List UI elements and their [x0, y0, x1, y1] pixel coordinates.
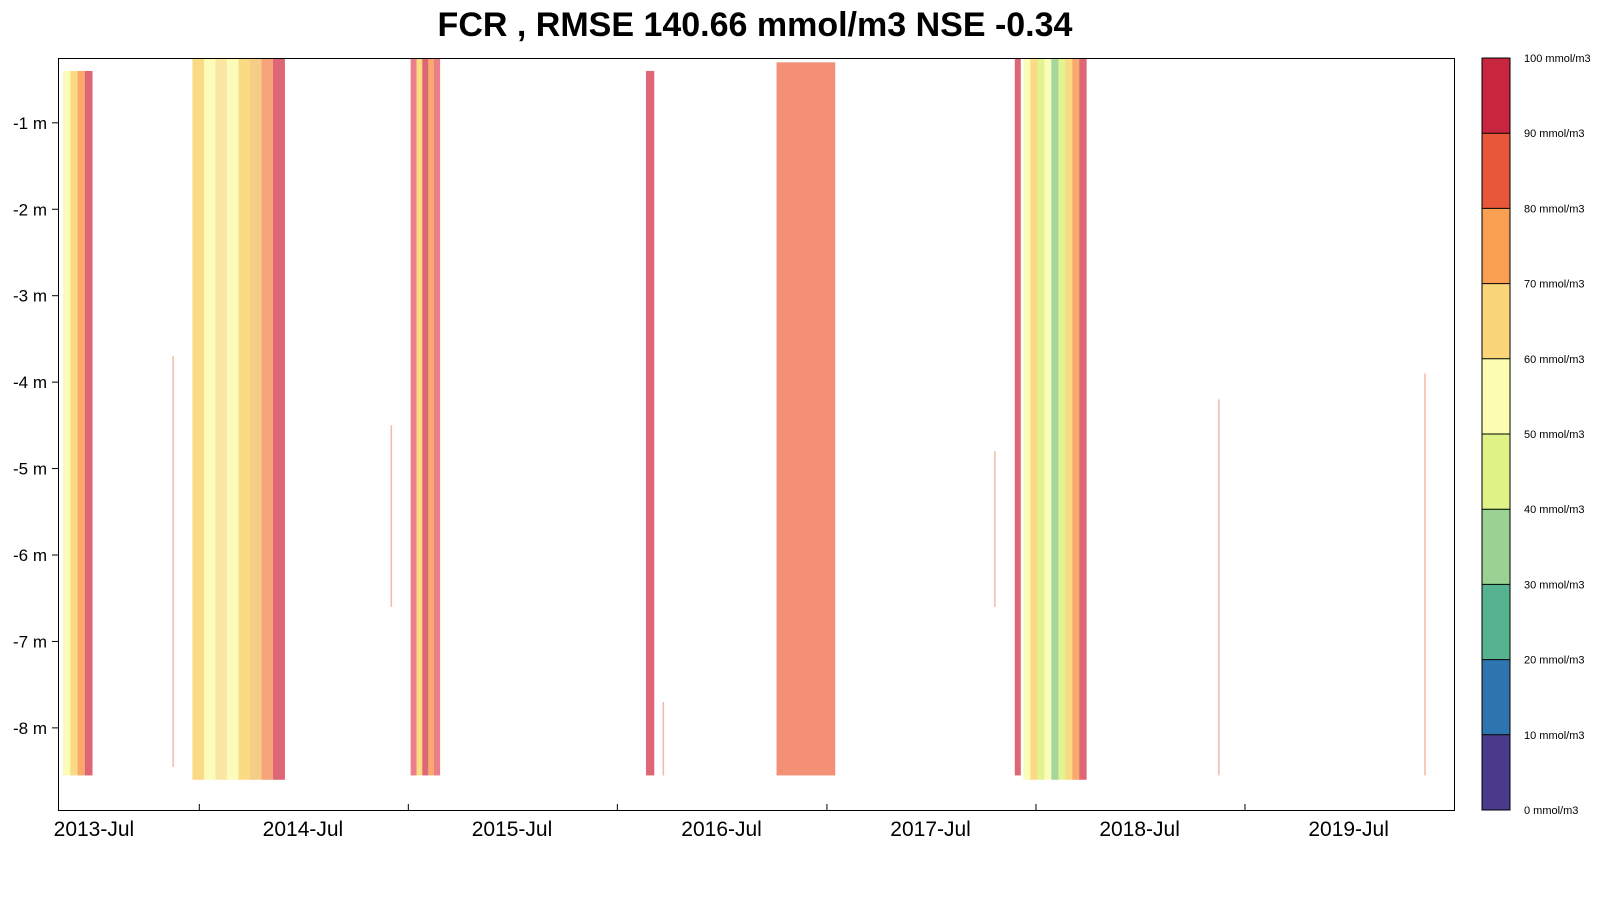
colorbar-tick-label: 100 mmol/m3: [1524, 53, 1591, 65]
y-tick-label: -7 m: [13, 632, 47, 651]
observation-band-4-strip-0: [410, 58, 417, 776]
observation-band-4-strip-2: [422, 58, 429, 776]
colorbar-swatch-1: [1482, 659, 1510, 735]
observation-band-0-strip-2: [77, 70, 86, 776]
observation-band-8-strip-0: [994, 451, 996, 607]
colorbar-swatch-2: [1482, 584, 1510, 660]
y-tick-label: -5 m: [13, 460, 47, 479]
observation-band-2-strip-3: [227, 58, 239, 780]
observation-band-0-strip-3: [84, 70, 93, 776]
observation-band-2-strip-2: [215, 58, 228, 780]
observation-band-12-strip-0: [1424, 373, 1426, 776]
observation-band-11-strip-0: [1218, 399, 1220, 776]
observation-band-2-strip-6: [261, 58, 274, 780]
colorbar-swatch-5: [1482, 358, 1510, 434]
observation-band-2-strip-7: [273, 58, 285, 780]
observation-band-5-strip-0: [645, 70, 655, 776]
colorbar-tick-label: 80 mmol/m3: [1524, 203, 1585, 215]
observation-band-10-strip-0: [1023, 58, 1031, 780]
colorbar-tick-label: 90 mmol/m3: [1524, 128, 1585, 140]
y-tick-label: -1 m: [13, 114, 47, 133]
y-tick-label: -4 m: [13, 373, 47, 392]
observation-band-7-strip-0: [776, 62, 836, 776]
y-tick-label: -8 m: [13, 719, 47, 738]
y-tick-label: -2 m: [13, 200, 47, 219]
y-axis: -1 m -2 m -3 m -4 m -5 m -6 m -7 m -8 m: [13, 114, 59, 738]
colorbar-swatch-4: [1482, 434, 1510, 510]
observation-band-10-strip-4: [1051, 58, 1059, 780]
observation-band-2-strip-0: [192, 58, 205, 780]
colorbar-tick-label: 70 mmol/m3: [1524, 279, 1585, 291]
chart-title: FCR , RMSE 140.66 mmol/m3 NSE -0.34: [437, 6, 1073, 44]
observation-band-10-strip-2: [1037, 58, 1045, 780]
y-tick-label: -3 m: [13, 287, 47, 306]
observation-band-10-strip-6: [1065, 58, 1073, 780]
observation-band-2-strip-5: [250, 58, 262, 780]
x-tick-label: 2019-Jul: [1308, 818, 1389, 841]
colorbar-legend: 0 mmol/m3 10 mmol/m3 20 mmol/m3 30 mmol/m3 4…: [1481, 53, 1591, 817]
y-tick-label: -6 m: [13, 546, 47, 565]
observation-band-10-strip-8: [1079, 58, 1087, 780]
colorbar-swatch-7: [1482, 208, 1510, 284]
observation-band-2-strip-4: [238, 58, 251, 780]
colorbar-swatch-9: [1482, 58, 1510, 134]
colorbar-tick-label: 50 mmol/m3: [1524, 429, 1585, 441]
colorbar-tick-label: 60 mmol/m3: [1524, 354, 1585, 366]
observation-band-3-strip-0: [390, 425, 393, 607]
colorbar-tick-label: 10 mmol/m3: [1524, 730, 1585, 742]
x-tick-label: 2015-Jul: [472, 818, 553, 841]
colorbar-swatch-3: [1482, 509, 1510, 585]
observation-band-4-strip-4: [433, 58, 441, 776]
colorbar-tick-label: 20 mmol/m3: [1524, 655, 1585, 667]
colorbar-tick-label: 0 mmol/m3: [1524, 805, 1578, 817]
observation-band-2-strip-1: [203, 58, 216, 780]
colorbar-swatch-0: [1482, 734, 1510, 810]
observation-band-4-strip-1: [416, 58, 423, 776]
colorbar-tick-label: 30 mmol/m3: [1524, 579, 1585, 591]
observation-band-0-strip-0: [63, 70, 71, 776]
observation-band-1-strip-0: [172, 356, 174, 767]
plot-frame: [58, 58, 1455, 811]
observation-band-4-strip-3: [428, 58, 435, 776]
colorbar-tick-label: 40 mmol/m3: [1524, 504, 1585, 516]
colorbar-swatch-8: [1482, 133, 1510, 209]
observation-band-9-strip-0: [1014, 58, 1021, 776]
observation-band-10-strip-5: [1058, 58, 1066, 780]
x-tick-label: 2013-Jul: [54, 818, 135, 841]
observation-bands: [63, 58, 1426, 780]
x-tick-label: 2016-Jul: [681, 818, 762, 841]
observation-band-10-strip-1: [1030, 58, 1038, 780]
x-tick-label: 2017-Jul: [890, 818, 971, 841]
x-tick-label: 2014-Jul: [263, 818, 344, 841]
observation-band-10-strip-7: [1072, 58, 1080, 780]
observation-band-0-strip-1: [70, 70, 78, 776]
x-tick-label: 2018-Jul: [1099, 818, 1180, 841]
observation-band-6-strip-0: [662, 701, 665, 776]
observation-band-10-strip-3: [1044, 58, 1052, 780]
x-axis: 2013-Jul 2014-Jul 2015-Jul 2016-Jul 2017-Jul…: [54, 804, 1389, 841]
colorbar-swatch-6: [1482, 283, 1510, 359]
